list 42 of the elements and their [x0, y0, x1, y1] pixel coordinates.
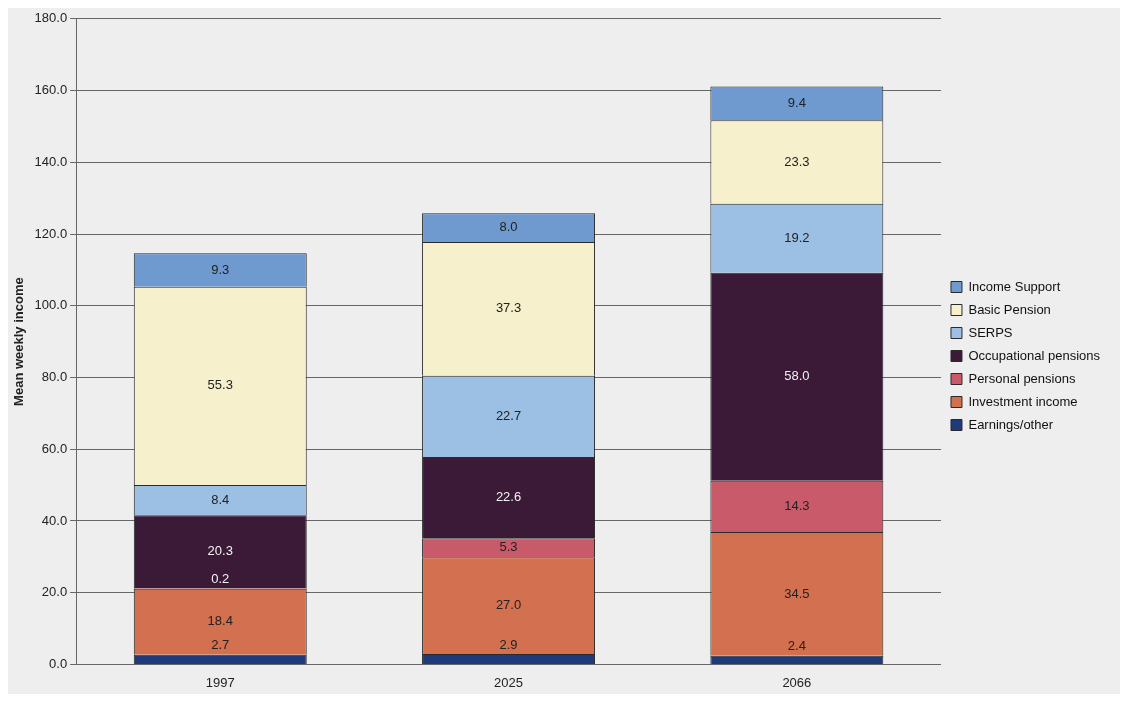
y-tick-label: 140.0: [34, 153, 68, 169]
y-tick-label: 0.0: [49, 655, 68, 671]
legend-label: Basic Pension: [968, 301, 1051, 317]
y-axis-title: Mean weekly income: [11, 277, 27, 406]
data-label: 27.0: [495, 597, 522, 613]
data-label: 23.3: [784, 153, 810, 169]
y-tick-label: 20.0: [41, 584, 68, 600]
data-label: 14.3: [784, 497, 810, 513]
data-label: 18.4: [207, 613, 233, 629]
y-tick-label: 80.0: [41, 369, 68, 385]
data-label: 8.0: [499, 219, 518, 235]
legend-label: Earnings/other: [968, 416, 1054, 432]
legend-label: Investment income: [968, 393, 1078, 409]
data-label: 2.7: [211, 637, 230, 653]
data-label: 55.3: [207, 377, 233, 393]
data-label: 5.3: [499, 539, 518, 555]
x-tick-label: 2066: [782, 674, 812, 690]
data-label: 34.5: [784, 585, 810, 601]
x-tick-label: 2025: [494, 674, 524, 690]
data-label: 58.0: [784, 368, 810, 384]
legend-label: Occupational pensions: [968, 347, 1101, 363]
data-label: 37.3: [495, 300, 522, 316]
y-tick-label: 180.0: [34, 10, 68, 26]
x-tick-label: 1997: [205, 674, 235, 690]
data-label: 0.2: [211, 570, 230, 586]
y-tick-label: 100.0: [34, 297, 68, 313]
legend-label: Income Support: [968, 278, 1061, 294]
y-tick-label: 40.0: [41, 512, 68, 528]
data-label: 22.7: [495, 407, 522, 423]
legend-label: Personal pensions: [968, 370, 1076, 386]
data-label: 2.4: [787, 638, 806, 654]
y-tick-label: 160.0: [34, 82, 68, 98]
data-label: 8.4: [211, 491, 230, 507]
data-label: 22.6: [495, 489, 522, 505]
data-label: 9.3: [211, 261, 230, 277]
data-label: 20.3: [207, 543, 233, 559]
data-label: 9.4: [787, 95, 806, 111]
y-tick-label: 120.0: [34, 225, 68, 241]
data-label: 2.9: [499, 636, 518, 652]
data-label: 19.2: [784, 229, 810, 245]
legend-label: SERPS: [968, 324, 1013, 340]
y-tick-label: 60.0: [41, 440, 68, 456]
